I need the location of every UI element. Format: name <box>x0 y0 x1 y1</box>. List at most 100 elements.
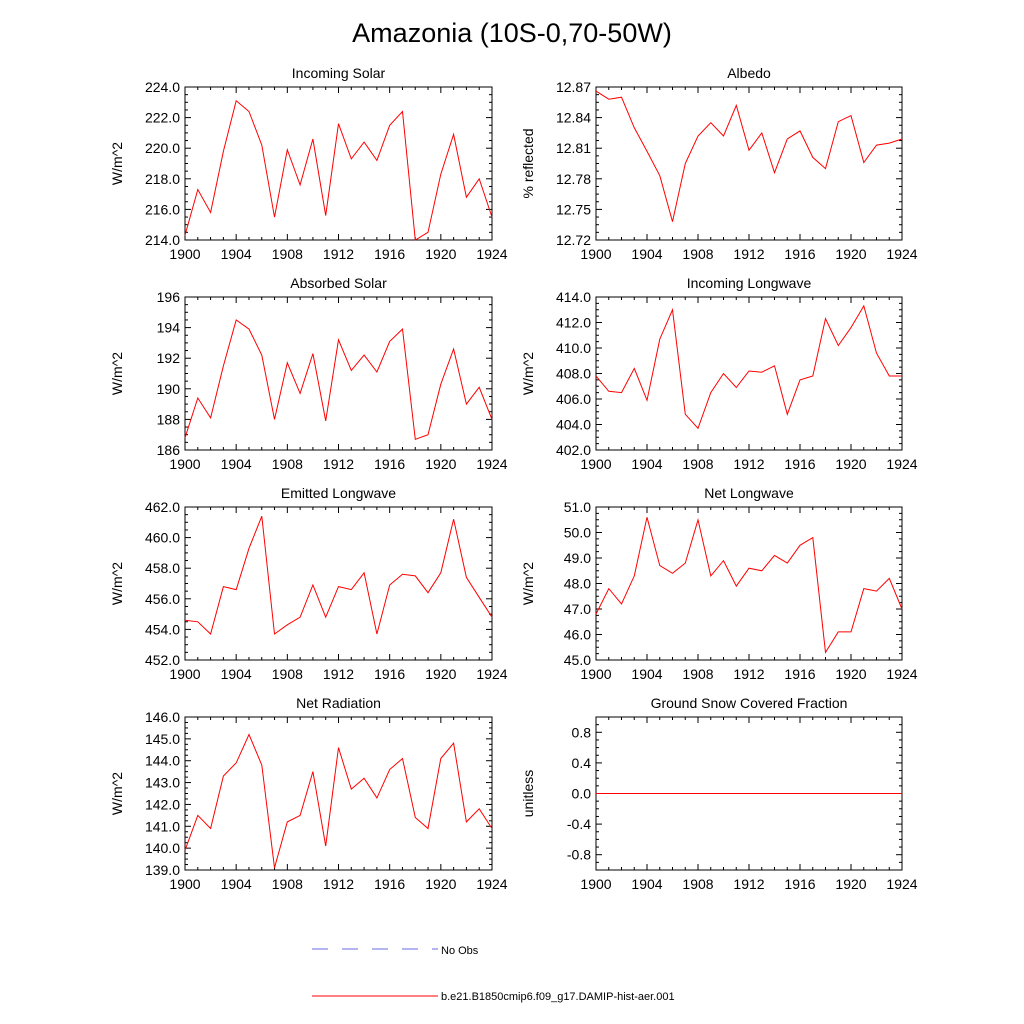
y-axis-label: W/m^2 <box>109 352 125 395</box>
x-tick-label: 1916 <box>784 666 815 682</box>
y-tick-label: 48.0 <box>564 576 591 592</box>
data-point <box>223 776 224 777</box>
y-tick-label: -0.4 <box>567 816 591 832</box>
legend-label-model-run: b.e21.B1850cmip6.f09_g17.DAMIP-hist-aer.… <box>441 991 675 1003</box>
data-point <box>325 420 326 421</box>
data-point <box>453 743 454 744</box>
panel-albedo: Albedo % reflected 1900 1904 1908 1912 1916 192… <box>520 65 918 262</box>
data-point <box>236 100 237 101</box>
data-point <box>287 362 288 363</box>
data-point <box>672 309 673 310</box>
x-tick-label: 1908 <box>682 456 713 472</box>
data-point <box>685 163 686 164</box>
data-point <box>621 97 622 98</box>
data-point <box>608 391 609 392</box>
data-point <box>838 121 839 122</box>
legend-entry-model-run: b.e21.B1850cmip6.f09_g17.DAMIP-hist-aer.… <box>312 991 675 1003</box>
data-point <box>723 560 724 561</box>
data-point <box>261 355 262 356</box>
data-point <box>749 568 750 569</box>
y-axis-label: W/m^2 <box>520 352 536 395</box>
data-point <box>274 634 275 635</box>
data-point <box>647 400 648 401</box>
data-point <box>889 376 890 377</box>
x-tick-label: 1904 <box>631 456 662 472</box>
x-tick-label: 1916 <box>784 246 815 262</box>
data-point <box>736 793 737 794</box>
panels: Incoming Solar W/m^2 1900 1904 1908 1912 1916 1… <box>109 65 918 892</box>
data-point <box>838 631 839 632</box>
data-point <box>492 217 493 218</box>
x-tick-label: 1920 <box>835 876 866 892</box>
x-tick-label: 1916 <box>784 456 815 472</box>
data-point <box>902 139 903 140</box>
x-tick-label: 1908 <box>272 876 303 892</box>
panel-absorbed-solar: Absorbed Solar W/m^2 1900 1904 1908 1912 1916 1… <box>109 275 508 472</box>
panel-title: Incoming Solar <box>292 65 386 81</box>
panel-net-longwave: Net Longwave W/m^2 1900 1904 1908 1912 1916 192… <box>520 485 918 682</box>
data-point <box>647 517 648 518</box>
data-point <box>287 821 288 822</box>
panel-frame <box>595 506 903 661</box>
data-point <box>787 563 788 564</box>
data-point <box>685 793 686 794</box>
x-tick-label: 1904 <box>221 666 252 682</box>
data-point <box>825 318 826 319</box>
y-axis-label: W/m^2 <box>109 772 125 815</box>
y-tick-label: 0.0 <box>572 786 592 802</box>
data-point <box>466 821 467 822</box>
panel-frame <box>184 86 493 241</box>
data-point <box>197 398 198 399</box>
y-tick-label: 410.0 <box>556 340 591 356</box>
y-tick-label: 214.0 <box>145 232 180 248</box>
data-point <box>685 563 686 564</box>
data-point <box>889 793 890 794</box>
x-tick-label: 1904 <box>221 246 252 262</box>
data-point <box>236 589 237 590</box>
x-tick-label: 1900 <box>580 876 611 892</box>
data-point <box>338 747 339 748</box>
data-point <box>838 345 839 346</box>
data-point <box>723 793 724 794</box>
panel-frame <box>184 296 493 451</box>
y-tick-label: 46.0 <box>564 627 591 643</box>
data-point <box>376 160 377 161</box>
data-point <box>428 434 429 435</box>
data-point <box>621 603 622 604</box>
data-point <box>210 828 211 829</box>
data-point <box>223 586 224 587</box>
data-point <box>402 574 403 575</box>
y-tick-label: 144.0 <box>145 753 180 769</box>
data-point <box>596 376 597 377</box>
data-point <box>698 136 699 137</box>
data-point <box>800 130 801 131</box>
x-tick-label: 1916 <box>374 666 405 682</box>
y-tick-label: 192 <box>157 350 181 366</box>
data-point <box>812 537 813 538</box>
y-tick-label: 0.8 <box>572 724 592 740</box>
y-tick-label: 49.0 <box>564 550 591 566</box>
y-tick-label: 186 <box>157 442 181 458</box>
x-tick-label: 1916 <box>374 456 405 472</box>
data-point <box>389 341 390 342</box>
y-tick-label: 412.0 <box>556 315 591 331</box>
panel-net-radiation: Net Radiation W/m^2 1900 1904 1908 1912 1916 19… <box>109 695 508 892</box>
data-point <box>479 808 480 809</box>
x-tick-label: 1900 <box>580 456 611 472</box>
data-point <box>415 817 416 818</box>
series-line-absorbed-solar <box>184 319 493 440</box>
data-point <box>249 548 250 549</box>
panel-emitted-longwave: Emitted Longwave W/m^2 1900 1904 1908 1912 191… <box>109 485 508 682</box>
data-point <box>736 387 737 388</box>
data-point <box>621 392 622 393</box>
figure-title: Amazonia (10S-0,70-50W) <box>352 18 672 48</box>
data-point <box>312 771 313 772</box>
panel-title: Incoming Longwave <box>687 275 812 291</box>
series-line-albedo <box>595 90 903 222</box>
data-point <box>812 376 813 377</box>
data-point <box>376 797 377 798</box>
data-point <box>440 174 441 175</box>
legend-entry-no-obs: No Obs <box>312 945 479 957</box>
data-point <box>466 404 467 405</box>
y-tick-label: 414.0 <box>556 289 591 305</box>
